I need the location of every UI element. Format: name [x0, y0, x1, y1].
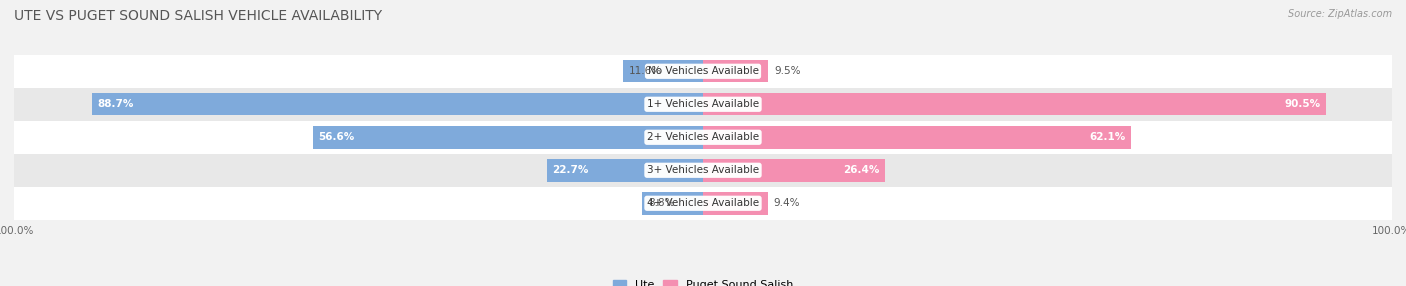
Bar — [703, 159, 884, 182]
Text: 56.6%: 56.6% — [319, 132, 354, 142]
Bar — [703, 60, 769, 82]
Bar — [14, 154, 1392, 187]
Text: No Vehicles Available: No Vehicles Available — [648, 66, 758, 76]
Text: 4+ Vehicles Available: 4+ Vehicles Available — [647, 198, 759, 208]
Bar — [703, 93, 1326, 116]
Text: 26.4%: 26.4% — [844, 165, 879, 175]
Bar — [314, 126, 703, 148]
Bar — [14, 55, 1392, 88]
Text: 88.7%: 88.7% — [97, 99, 134, 109]
Bar — [623, 60, 703, 82]
Text: 90.5%: 90.5% — [1285, 99, 1322, 109]
Text: 3+ Vehicles Available: 3+ Vehicles Available — [647, 165, 759, 175]
Bar — [14, 88, 1392, 121]
Bar — [643, 192, 703, 214]
Bar — [14, 121, 1392, 154]
Text: 8.8%: 8.8% — [648, 198, 675, 208]
Bar — [703, 192, 768, 214]
Text: 62.1%: 62.1% — [1090, 132, 1125, 142]
Bar — [703, 126, 1130, 148]
Text: 11.6%: 11.6% — [628, 66, 662, 76]
Bar — [91, 93, 703, 116]
Text: 22.7%: 22.7% — [553, 165, 589, 175]
Legend: Ute, Puget Sound Salish: Ute, Puget Sound Salish — [609, 275, 797, 286]
Text: 9.5%: 9.5% — [773, 66, 800, 76]
Text: 2+ Vehicles Available: 2+ Vehicles Available — [647, 132, 759, 142]
Text: Source: ZipAtlas.com: Source: ZipAtlas.com — [1288, 9, 1392, 19]
Bar — [14, 187, 1392, 220]
Text: UTE VS PUGET SOUND SALISH VEHICLE AVAILABILITY: UTE VS PUGET SOUND SALISH VEHICLE AVAILA… — [14, 9, 382, 23]
Bar — [547, 159, 703, 182]
Text: 9.4%: 9.4% — [773, 198, 800, 208]
Text: 1+ Vehicles Available: 1+ Vehicles Available — [647, 99, 759, 109]
